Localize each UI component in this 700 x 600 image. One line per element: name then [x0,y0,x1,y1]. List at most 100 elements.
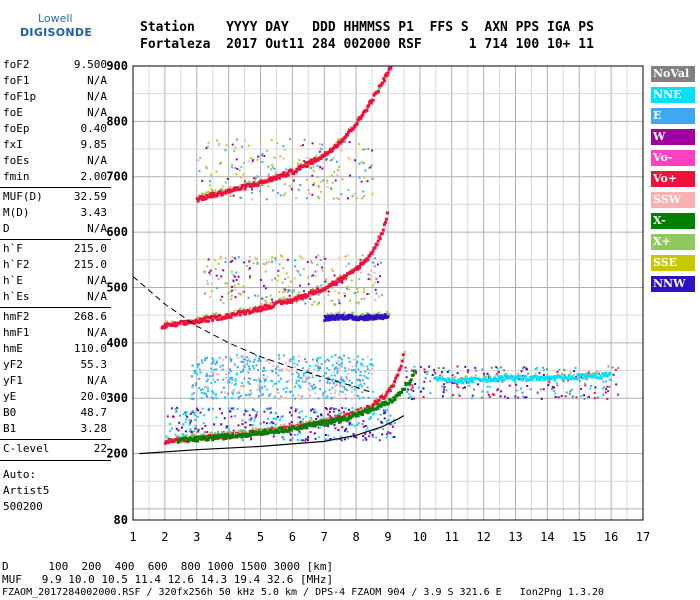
echo-dot [212,371,215,374]
echo-dot [207,387,210,390]
echo-dot [195,382,198,385]
trace-point [209,316,213,320]
trace-point [285,301,289,305]
echo-dot [312,274,315,277]
param-value: 32.59 [73,190,107,203]
echo-dot [304,380,307,383]
echo-dot [391,436,394,439]
echo-dot [303,358,306,361]
echo-dot [319,180,322,183]
echo-dot [249,360,252,363]
echo-dot [300,439,303,442]
echo-dot [525,396,528,399]
echo-dot [305,197,308,200]
echo-dot [346,285,349,288]
echo-dot [247,381,250,384]
echo-dot [351,406,354,409]
echo-dot [359,370,362,373]
echo-dot [231,163,234,166]
echo-dot [574,367,577,370]
trace-point [323,417,326,420]
echo-dot [265,422,268,425]
param-key: B0 [3,406,17,419]
param-value: 9.500 [73,58,107,71]
echo-dot [326,381,329,384]
echo-dot [284,396,287,399]
echo-dot [249,389,252,392]
echo-dot [318,379,321,382]
param-key: C-level [3,442,50,455]
trace-point [182,322,186,326]
echo-dot [327,425,330,428]
echo-dot [306,377,309,380]
echo-dot [277,391,280,394]
echo-dot [553,386,556,389]
plot-frame [132,65,644,521]
trace-point [202,315,205,318]
echo-dot [278,357,281,360]
echo-dot [337,138,340,141]
echo-dot [384,409,387,412]
trace-point [350,268,353,271]
echo-dot [365,438,368,441]
param-separator [0,460,111,461]
echo-dot [343,354,346,357]
echo-dot [212,397,215,400]
echo-dot [464,386,467,389]
legend-item: Vo- [651,150,695,166]
echo-dot [383,417,386,420]
note-artist: Artist5 [3,484,50,497]
trace-point [451,376,454,379]
trace-point [471,380,475,384]
echo-dot [223,417,226,420]
param-key: MUF(D) [3,190,43,203]
echo-dot [264,385,267,388]
echo-dot [211,374,214,377]
trace-point [375,397,378,400]
trace-point [355,414,359,418]
trace-point [280,172,284,176]
trace-point [459,379,463,383]
trace-point [380,313,384,317]
echo-dot [213,423,216,426]
echo-dot [252,360,255,363]
trace-point [208,195,212,199]
echo-dot [297,384,300,387]
trace-point [542,377,546,381]
echo-dot [296,433,299,436]
echo-dot [328,368,331,371]
trace-point [605,374,609,378]
echo-dot [270,168,273,171]
echo-dot [317,436,320,439]
echo-dot [331,378,334,381]
trace-point [378,87,381,90]
echo-dot [233,363,236,366]
echo-dot [230,270,233,273]
trace-point [264,178,267,181]
echo-dot [495,366,498,369]
echo-dot [189,421,192,424]
echo-dot [231,391,234,394]
echo-dot [224,261,227,264]
echo-dot [343,278,346,281]
echo-dot [327,359,330,362]
echo-dot [263,380,266,383]
trace-point [215,315,219,319]
param-key: B1 [3,422,17,435]
echo-dot [317,293,320,296]
echo-dot [230,376,233,379]
trace-point [214,434,218,438]
echo-dot [334,354,337,357]
echo-dot [326,395,329,398]
echo-dot [247,371,250,374]
param-key: fmin [3,170,30,183]
echo-dot [341,380,344,383]
echo-dot [334,366,337,369]
echo-dot [316,303,319,306]
trace-point [178,322,182,326]
echo-dot [272,417,275,420]
trace-point [280,297,283,300]
trace-point [183,320,187,324]
param-key: yF1 [3,374,23,387]
trace-point [220,433,224,437]
